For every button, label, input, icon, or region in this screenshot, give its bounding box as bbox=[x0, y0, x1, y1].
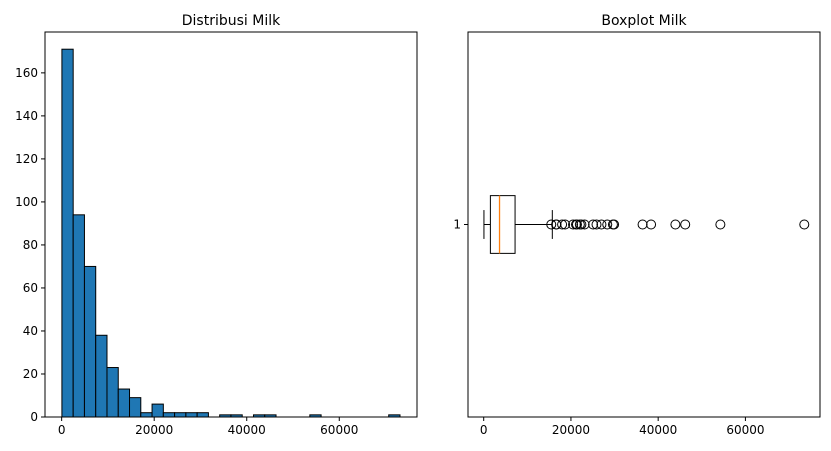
histogram-y-tick-label: 40 bbox=[23, 324, 38, 338]
boxplot-outlier-19 bbox=[670, 219, 681, 230]
histogram-bar-9 bbox=[162, 412, 176, 418]
boxplot-outlier-4 bbox=[560, 219, 571, 230]
boxplot-title: Boxplot Milk bbox=[601, 13, 687, 29]
histogram-y-tick-label: 20 bbox=[23, 367, 38, 381]
boxplot-outlier-9 bbox=[576, 219, 587, 230]
histogram-x-tick-label: 60000 bbox=[320, 423, 358, 437]
boxplot-outlier-2 bbox=[551, 219, 562, 230]
boxplot-marks bbox=[483, 195, 810, 254]
histogram-bar-10 bbox=[174, 412, 187, 418]
boxplot-panel: Boxplot Milk 0 20000 40000 60000 1 bbox=[453, 13, 821, 437]
boxplot-outlier-3 bbox=[557, 219, 568, 230]
histogram-title: Distribusi Milk bbox=[182, 13, 281, 29]
histogram-y-ticks: 0 20 40 60 80 100 120 140 160 bbox=[15, 66, 45, 424]
boxplot-axes-frame bbox=[467, 31, 821, 418]
histogram-y-tick-label: 100 bbox=[15, 195, 38, 209]
histogram-y-tick-label: 120 bbox=[15, 152, 38, 166]
boxplot-outlier-16 bbox=[609, 219, 620, 230]
boxplot-x-tick-label: 40000 bbox=[639, 423, 677, 437]
boxplot-outlier-21 bbox=[715, 219, 726, 230]
histogram-y-tick-label: 60 bbox=[23, 281, 38, 295]
histogram-bar-2 bbox=[83, 265, 97, 418]
boxplot-outlier-22 bbox=[799, 219, 810, 230]
boxplot-outlier-12 bbox=[591, 219, 602, 230]
histogram-bar-12 bbox=[196, 412, 209, 418]
histogram-y-tick-label: 80 bbox=[23, 238, 38, 252]
boxplot-y-tick-label: 1 bbox=[453, 218, 461, 232]
histogram-y-tick-label: 140 bbox=[15, 109, 38, 123]
boxplot-outlier-20 bbox=[680, 219, 691, 230]
histogram-x-tick-label: 40000 bbox=[228, 423, 266, 437]
histogram-bar-0 bbox=[61, 48, 74, 418]
histogram-axes-frame bbox=[44, 31, 418, 418]
boxplot-outlier-17 bbox=[637, 219, 648, 230]
boxplot-outlier-0 bbox=[546, 219, 557, 230]
histogram-y-tick-label: 0 bbox=[30, 410, 38, 424]
boxplot-box bbox=[489, 195, 516, 254]
boxplot-outlier-7 bbox=[571, 219, 582, 230]
histogram-bar-3 bbox=[95, 334, 108, 418]
histogram-bars bbox=[61, 48, 401, 418]
boxplot-outlier-5 bbox=[568, 219, 579, 230]
boxplot-x-tick-label: 0 bbox=[480, 423, 488, 437]
histogram-bar-11 bbox=[185, 412, 198, 418]
boxplot-outlier-11 bbox=[588, 219, 599, 230]
boxplot-outlier-14 bbox=[602, 219, 613, 230]
boxplot-outlier-18 bbox=[646, 219, 657, 230]
histogram-panel: Distribusi Milk 0 20000 40000 60000 0 20 40 60… bbox=[15, 13, 418, 437]
boxplot-outlier-13 bbox=[596, 219, 607, 230]
histogram-bar-6 bbox=[129, 397, 142, 418]
histogram-x-tick-label: 20000 bbox=[135, 423, 173, 437]
histogram-bar-4 bbox=[106, 367, 119, 418]
boxplot-x-ticks: 0 20000 40000 60000 bbox=[480, 417, 765, 437]
histogram-x-ticks: 0 20000 40000 60000 bbox=[58, 417, 358, 437]
boxplot-y-ticks: 1 bbox=[453, 218, 468, 232]
histogram-bar-8 bbox=[151, 403, 164, 418]
histogram-x-tick-label: 0 bbox=[58, 423, 66, 437]
histogram-bar-1 bbox=[72, 214, 85, 418]
boxplot-x-tick-label: 60000 bbox=[726, 423, 764, 437]
histogram-bar-7 bbox=[140, 412, 153, 418]
boxplot-x-tick-label: 20000 bbox=[552, 423, 590, 437]
histogram-bar-5 bbox=[117, 388, 131, 418]
histogram-y-tick-label: 160 bbox=[15, 66, 38, 80]
boxplot-outlier-10 bbox=[579, 219, 590, 230]
